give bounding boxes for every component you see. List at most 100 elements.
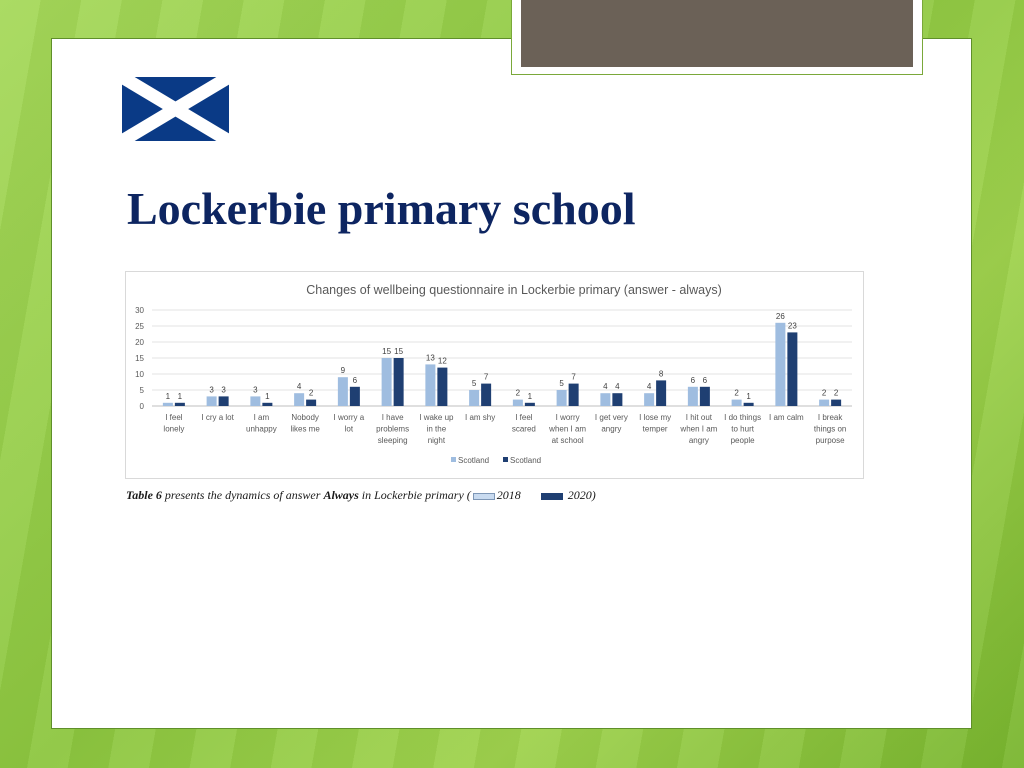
x-tick-label: I have [382, 413, 404, 422]
x-tick-label: I get very [595, 413, 628, 422]
bar-series-2 [306, 399, 317, 406]
bar-series-2 [743, 402, 754, 406]
x-tick-label: I do things [724, 413, 761, 422]
bar-series-1 [819, 399, 830, 406]
x-tick-label: to hurt [731, 425, 754, 434]
data-label: 2 [734, 389, 739, 398]
data-label: 9 [341, 366, 346, 375]
data-label: 2 [834, 389, 839, 398]
bar-series-1 [556, 390, 567, 406]
header-tab-fill [521, 0, 913, 67]
data-label: 5 [559, 379, 564, 388]
data-label: 6 [691, 376, 696, 385]
y-tick-label: 5 [140, 386, 145, 395]
bar-series-2 [656, 380, 667, 406]
bar-series-2 [349, 386, 360, 406]
chart-title: Changes of wellbeing questionnaire in Lo… [306, 283, 721, 297]
legend-label: Scotland [510, 456, 541, 465]
bar-series-1 [425, 364, 436, 406]
bar-series-1 [687, 386, 698, 406]
x-tick-label: scared [512, 425, 536, 434]
header-tab [511, 0, 923, 75]
y-tick-label: 15 [135, 354, 144, 363]
bar-series-1 [731, 399, 742, 406]
table-caption: Table 6 presents the dynamics of answer … [126, 488, 596, 503]
bar-series-1 [250, 396, 261, 406]
data-label: 6 [353, 376, 358, 385]
legend-swatch [503, 457, 508, 462]
caption-text-2: in Lockerbie primary ( [358, 488, 471, 502]
data-label: 6 [703, 376, 708, 385]
bar-chart: Changes of wellbeing questionnaire in Lo… [135, 283, 852, 465]
x-tick-label: lonely [163, 425, 184, 434]
data-label: 1 [178, 392, 183, 401]
x-tick-label: Nobody [291, 413, 319, 422]
bar-series-1 [337, 377, 348, 406]
data-label: 15 [394, 347, 403, 356]
bar-series-1 [469, 390, 480, 406]
data-label: 5 [472, 379, 477, 388]
data-label: 12 [438, 357, 447, 366]
x-tick-label: I am calm [769, 413, 804, 422]
data-label: 1 [265, 392, 270, 401]
x-tick-label: lot [345, 425, 354, 434]
x-tick-label: I lose my [639, 413, 671, 422]
x-tick-label: night [428, 436, 446, 445]
bar-series-1 [162, 402, 173, 406]
bar-series-1 [644, 393, 655, 406]
data-label: 4 [603, 382, 608, 391]
bar-series-2 [174, 402, 185, 406]
x-tick-label: things on [814, 425, 846, 434]
bar-series-2 [612, 393, 623, 406]
data-label: 7 [571, 373, 576, 382]
caption-year-2020: 2020) [567, 488, 596, 502]
x-tick-label: I hit out [686, 413, 713, 422]
x-tick-label: I am [254, 413, 270, 422]
y-tick-label: 25 [135, 322, 144, 331]
x-tick-label: I cry a lot [201, 413, 234, 422]
data-label: 7 [484, 373, 489, 382]
x-tick-label: likes me [290, 425, 320, 434]
x-tick-label: at school [552, 436, 584, 445]
caption-swatch-2018 [472, 492, 495, 500]
y-tick-label: 10 [135, 370, 144, 379]
bar-series-1 [381, 358, 392, 406]
x-tick-label: angry [601, 425, 621, 434]
bar-series-2 [524, 402, 535, 406]
x-tick-label: when I am [548, 425, 586, 434]
caption-swatch-2020 [540, 492, 563, 500]
x-tick-label: unhappy [246, 425, 277, 434]
caption-text-1: presents the dynamics of answer [161, 488, 324, 502]
bar-series-1 [775, 322, 786, 406]
data-label: 3 [209, 385, 214, 394]
slide-title: Lockerbie primary school [127, 183, 636, 234]
caption-table-ref: Table 6 [126, 488, 162, 502]
x-tick-label: people [731, 436, 756, 445]
x-tick-label: I worry a [334, 413, 365, 422]
x-tick-label: I feel [165, 413, 183, 422]
x-tick-label: problems [376, 425, 409, 434]
x-tick-label: I break [818, 413, 843, 422]
data-label: 13 [426, 353, 435, 362]
data-label: 4 [297, 382, 302, 391]
x-tick-label: when I am [679, 425, 717, 434]
legend-label: Scotland [458, 456, 489, 465]
y-tick-label: 20 [135, 338, 144, 347]
x-tick-label: purpose [816, 436, 845, 445]
data-label: 2 [516, 389, 521, 398]
x-tick-label: in the [427, 425, 447, 434]
caption-year-2018: 2018 [496, 488, 521, 502]
data-label: 1 [746, 392, 751, 401]
data-label: 4 [647, 382, 652, 391]
caption-answer-word: Always [323, 488, 359, 502]
x-tick-label: sleeping [378, 436, 408, 445]
bar-series-2 [218, 396, 229, 406]
x-tick-label: temper [643, 425, 668, 434]
bar-series-1 [206, 396, 217, 406]
data-label: 26 [776, 312, 785, 321]
data-label: 4 [615, 382, 620, 391]
data-label: 3 [253, 385, 258, 394]
x-tick-label: angry [689, 436, 709, 445]
y-tick-label: 30 [135, 306, 144, 315]
chart-container: Changes of wellbeing questionnaire in Lo… [125, 271, 864, 479]
